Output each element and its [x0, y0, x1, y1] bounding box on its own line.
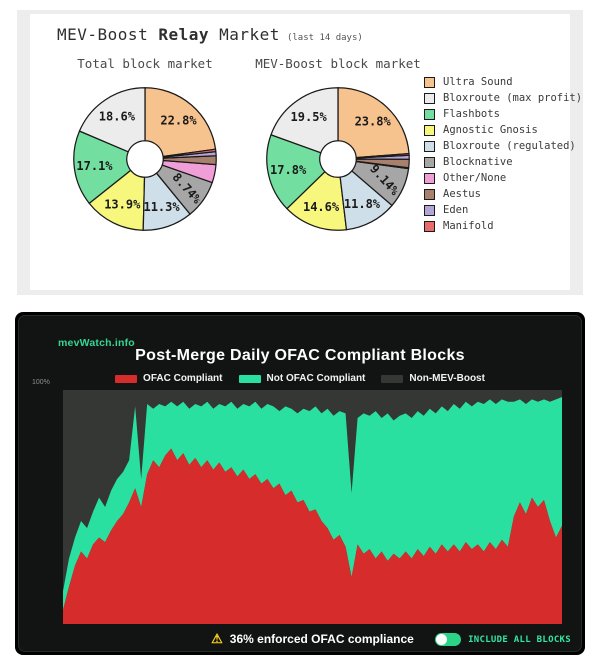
- mevwatch-card: mevWatch.info Post-Merge Daily OFAC Comp…: [15, 312, 585, 655]
- ofac-legend-swatch-ofac-green: [238, 374, 261, 383]
- legend-label-bloxroute-max-profit: Bloxroute (max profit): [443, 92, 583, 104]
- ofac-legend-item-ofac-red: OFAC Compliant: [115, 373, 223, 384]
- title-suffix: Market: [209, 25, 280, 44]
- legend-item-blocknative: Blocknative: [424, 154, 582, 170]
- legend-item-bloxroute-max-profit: Bloxroute (max profit): [424, 90, 582, 106]
- ofac-legend-item-non-mev: Non-MEV-Boost: [381, 373, 485, 384]
- legend-swatch-manifold: [424, 220, 435, 232]
- mev-boost-block-market-pie: 23.8%19.5%17.8%14.6% 11.8%9.14%: [266, 87, 410, 231]
- compliance-note: ⚠ 36% enforced OFAC compliance: [63, 631, 562, 647]
- pie-slice-manifold: [355, 153, 410, 159]
- pie-slice-label-ultra-sound: 22.8%: [160, 114, 197, 128]
- total-block-market-pie: 22.8%18.6%17.1%13.9% 11.3%8.74%: [73, 87, 217, 231]
- legend-swatch-eden: [424, 204, 435, 216]
- ofac-legend-label-non-mev: Non-MEV-Boost: [409, 373, 485, 384]
- title-prefix: MEV-Boost: [57, 25, 159, 44]
- pie-slice-agnostic-gnosis: [286, 171, 348, 231]
- ofac-legend-label-ofac-green: Not OFAC Compliant: [266, 373, 366, 384]
- compliance-text: 36% enforced OFAC compliance: [229, 632, 414, 646]
- total-block-market-subtitle: Total block market: [77, 56, 213, 71]
- pie-slice-label-bloxroute-max-profit: 18.6%: [99, 109, 136, 123]
- legend-label-blocknative: Blocknative: [443, 156, 513, 168]
- legend-label-eden: Eden: [443, 204, 469, 216]
- legend-swatch-other-none: [424, 172, 435, 184]
- legend-label-ultra-sound: Ultra Sound: [443, 76, 513, 88]
- legend-label-flashbots: Flashbots: [443, 108, 500, 120]
- ofac-legend-swatch-ofac-red: [115, 374, 138, 383]
- pie-slice-label-bloxroute-max-profit: 19.5%: [291, 110, 328, 124]
- toggle-knob: [436, 634, 448, 645]
- legend-label-manifold: Manifold: [443, 220, 494, 232]
- legend-item-flashbots: Flashbots: [424, 106, 582, 122]
- pie-slice-label-bloxroute-regulated: 11.3%: [143, 200, 180, 214]
- title-note: (last 14 days): [286, 33, 363, 43]
- pie-slice-flashbots: [266, 134, 326, 210]
- pie-slice-label-bloxroute-regulated: 11.8%: [344, 197, 381, 211]
- legend-swatch-agnostic-gnosis: [424, 124, 435, 136]
- legend-swatch-bloxroute-regulated: [424, 140, 435, 152]
- pie-slice-bloxroute-max-profit: [78, 87, 146, 153]
- legend-label-bloxroute-regulated: Bloxroute (regulated): [443, 140, 576, 152]
- legend-swatch-blocknative: [424, 156, 435, 168]
- ofac-legend-swatch-non-mev: [381, 374, 404, 383]
- ofac-compliant-area: [63, 448, 562, 624]
- legend-item-eden: Eden: [424, 202, 582, 218]
- legend-label-other-none: Other/None: [443, 172, 507, 184]
- pie-slice-label-agnostic-gnosis: 14.6%: [303, 200, 340, 214]
- include-all-blocks-toggle[interactable]: INCLUDE ALL BLOCKS: [435, 633, 571, 646]
- legend-item-other-none: Other/None: [424, 170, 582, 186]
- ofac-legend-label-ofac-red: OFAC Compliant: [143, 373, 223, 384]
- legend-swatch-ultra-sound: [424, 76, 435, 88]
- relay-market-card: MEV-Boost Relay Market (last 14 days) Tot…: [17, 10, 583, 295]
- toggle-label: INCLUDE ALL BLOCKS: [468, 634, 571, 645]
- pie-slice-flashbots: [73, 130, 132, 204]
- ofac-chart-title: Post-Merge Daily OFAC Compliant Blocks: [135, 347, 465, 364]
- pie-slice-label-flashbots: 17.1%: [76, 159, 113, 173]
- legend-item-aestus: Aestus: [424, 186, 582, 202]
- legend-label-agnostic-gnosis: Agnostic Gnosis: [443, 124, 538, 136]
- ofac-area-chart: [63, 390, 562, 624]
- pie-slice-bloxroute-max-profit: [270, 87, 339, 154]
- relay-legend: Ultra Sound Bloxroute (max profit) Flashbo…: [424, 74, 582, 234]
- legend-swatch-bloxroute-max-profit: [424, 92, 435, 104]
- relay-market-title: MEV-Boost Relay Market (last 14 days): [57, 25, 363, 44]
- legend-item-manifold: Manifold: [424, 218, 582, 234]
- toggle-switch[interactable]: [435, 633, 462, 646]
- pie-slice-ultra-sound: [144, 87, 217, 158]
- ofac-legend: OFAC Compliant Not OFAC Compliant Non-MEV-…: [19, 373, 581, 384]
- warning-icon: ⚠: [211, 631, 223, 646]
- pie-slice-label-agnostic-gnosis: 13.9%: [104, 198, 141, 212]
- pie-slice-ultra-sound: [337, 87, 410, 159]
- y-axis-100-label: 100%: [32, 379, 50, 386]
- legend-item-bloxroute-regulated: Bloxroute (regulated): [424, 138, 582, 154]
- pie-slice-label-ultra-sound: 23.8%: [355, 115, 392, 129]
- mevwatch-logo[interactable]: mevWatch.info: [58, 337, 135, 349]
- not-ofac-compliant-area: [63, 397, 562, 610]
- legend-item-agnostic-gnosis: Agnostic Gnosis: [424, 122, 582, 138]
- legend-item-ultra-sound: Ultra Sound: [424, 74, 582, 90]
- relay-market-inner: MEV-Boost Relay Market (last 14 days) Tot…: [30, 14, 582, 290]
- mev-boost-block-market-subtitle: MEV-Boost block market: [255, 56, 421, 71]
- pie-slice-label-flashbots: 17.8%: [270, 163, 307, 177]
- ofac-legend-item-ofac-green: Not OFAC Compliant: [238, 373, 366, 384]
- pie-slice-manifold: [162, 148, 217, 158]
- legend-label-aestus: Aestus: [443, 188, 481, 200]
- legend-swatch-flashbots: [424, 108, 435, 120]
- legend-swatch-aestus: [424, 188, 435, 200]
- mevwatch-inner: mevWatch.info Post-Merge Daily OFAC Comp…: [18, 315, 582, 652]
- title-bold-word: Relay: [158, 25, 209, 44]
